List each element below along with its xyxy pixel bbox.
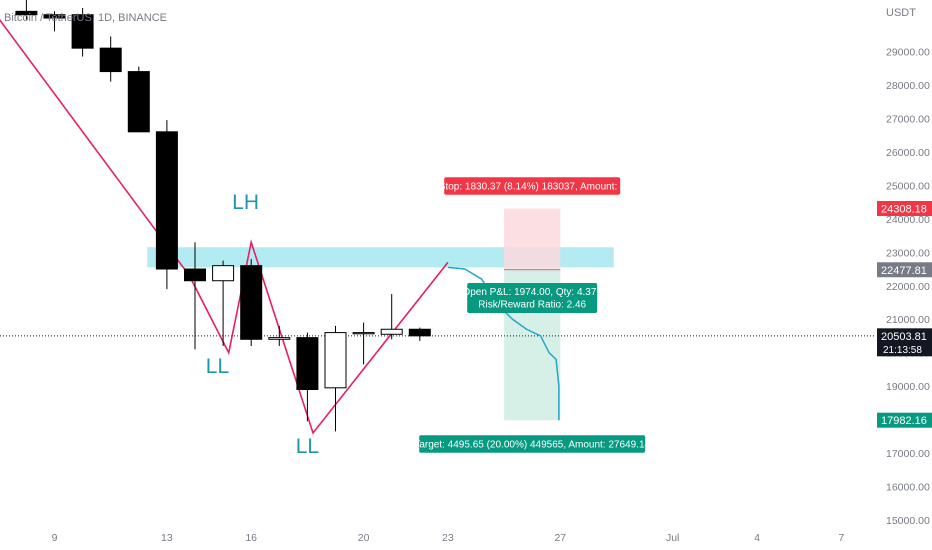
pnl-label-text: Open P&L: 1974.00, Qty: 4.371 [462, 287, 602, 298]
target-label-bg [419, 435, 646, 453]
candle[interactable] [240, 258, 263, 346]
candle-body [324, 332, 347, 389]
candle[interactable] [184, 242, 206, 350]
x-tick-label: Jul [666, 532, 679, 544]
candle-body [408, 328, 431, 337]
pivot-label-ll: LL [296, 435, 319, 458]
price-label-text: 22477.81 [881, 265, 927, 277]
pnl-label-bg [467, 283, 598, 313]
price-label: 20503.81 21:13:58 [877, 328, 932, 357]
candle-body [43, 14, 66, 19]
candle-body [71, 14, 94, 49]
resistance-zone[interactable] [147, 247, 614, 268]
candle-body [268, 337, 291, 340]
x-tick-label: 7 [838, 532, 844, 544]
y-tick-label: 19000.00 [886, 381, 930, 393]
y-tick-label: 23000.00 [886, 247, 930, 259]
pnl-label-text: Risk/Reward Ratio: 2.46 [478, 300, 586, 311]
price-label-bg [877, 412, 932, 428]
candle-body [127, 71, 150, 133]
pivot-label-ll: LL [206, 355, 229, 378]
stop-label[interactable]: Stop: 1830.37 (8.14%) 183037, Amount: 0 [439, 177, 626, 195]
price-label-text: 17982.16 [881, 415, 927, 427]
candle-body [15, 10, 38, 16]
y-tick-label: 21000.00 [886, 314, 930, 326]
symbol-title: Bitcoin / TetherUS, 1D, BINANCE [4, 12, 167, 24]
candle-body [155, 131, 178, 270]
candle[interactable] [15, 0, 38, 20]
candle-body [352, 332, 375, 335]
x-tick-label: 23 [442, 532, 454, 544]
y-tick-label: 22000.00 [886, 281, 930, 293]
candle[interactable] [212, 260, 235, 346]
price-label: 17982.16 [877, 412, 932, 428]
y-tick-label: 25000.00 [886, 180, 930, 192]
countdown-text: 21:13:58 [883, 345, 922, 356]
currency-label: USDT [886, 7, 916, 19]
y-tick-label: 26000.00 [886, 147, 930, 159]
candle-body [380, 328, 403, 335]
x-tick-label: 9 [52, 532, 58, 544]
y-tick-label: 28000.00 [886, 80, 930, 92]
y-tick-label: 27000.00 [886, 113, 930, 125]
candle[interactable] [352, 322, 375, 365]
y-tick-label: 15000.00 [886, 515, 930, 527]
candle[interactable] [127, 66, 150, 133]
x-tick-label: 4 [754, 532, 760, 544]
candle-body [184, 268, 206, 282]
candle[interactable] [71, 7, 94, 57]
x-tick-label: 16 [245, 532, 257, 544]
target-label[interactable]: Target: 4495.65 (20.00%) 449565, Amount:… [414, 435, 651, 453]
pivot-label-lh: LH [232, 191, 259, 214]
y-tick-label: 17000.00 [886, 448, 930, 460]
x-tick-label: 27 [554, 532, 566, 544]
y-tick-label: 29000.00 [886, 47, 930, 59]
y-tick-label: 24000.00 [886, 214, 930, 226]
price-label-bg [877, 201, 932, 217]
pnl-label[interactable]: Open P&L: 1974.00, Qty: 4.371 Risk/Reward… [462, 283, 602, 313]
price-label-text: 24308.18 [881, 204, 927, 216]
y-tick-label: 16000.00 [886, 482, 930, 494]
stop-label-bg [444, 177, 621, 195]
price-label-bg [877, 328, 932, 357]
x-tick-label: 13 [161, 532, 173, 544]
candle-body [296, 337, 319, 390]
stop-zone[interactable] [504, 208, 561, 270]
candle[interactable] [268, 325, 291, 346]
price-label: 22477.81 [877, 262, 932, 278]
price-label-text: 20503.81 [881, 331, 927, 343]
projection-curve[interactable] [447, 266, 560, 421]
candle[interactable] [324, 325, 347, 432]
price-label: 24308.18 [877, 201, 932, 217]
candle[interactable] [408, 327, 431, 341]
stop-label-text: Stop: 1830.37 (8.14%) 183037, Amount: 0 [439, 181, 626, 192]
price-label-bg [877, 262, 932, 278]
candle[interactable] [43, 11, 66, 32]
candle-body [212, 265, 235, 282]
candle[interactable] [155, 120, 178, 290]
candle-body [99, 47, 122, 73]
candle[interactable] [296, 332, 319, 422]
candle[interactable] [380, 294, 403, 340]
candle-body [240, 265, 263, 340]
candle[interactable] [99, 36, 122, 82]
target-label-text: Target: 4495.65 (20.00%) 449565, Amount:… [414, 439, 650, 450]
x-tick-label: 20 [358, 532, 370, 544]
